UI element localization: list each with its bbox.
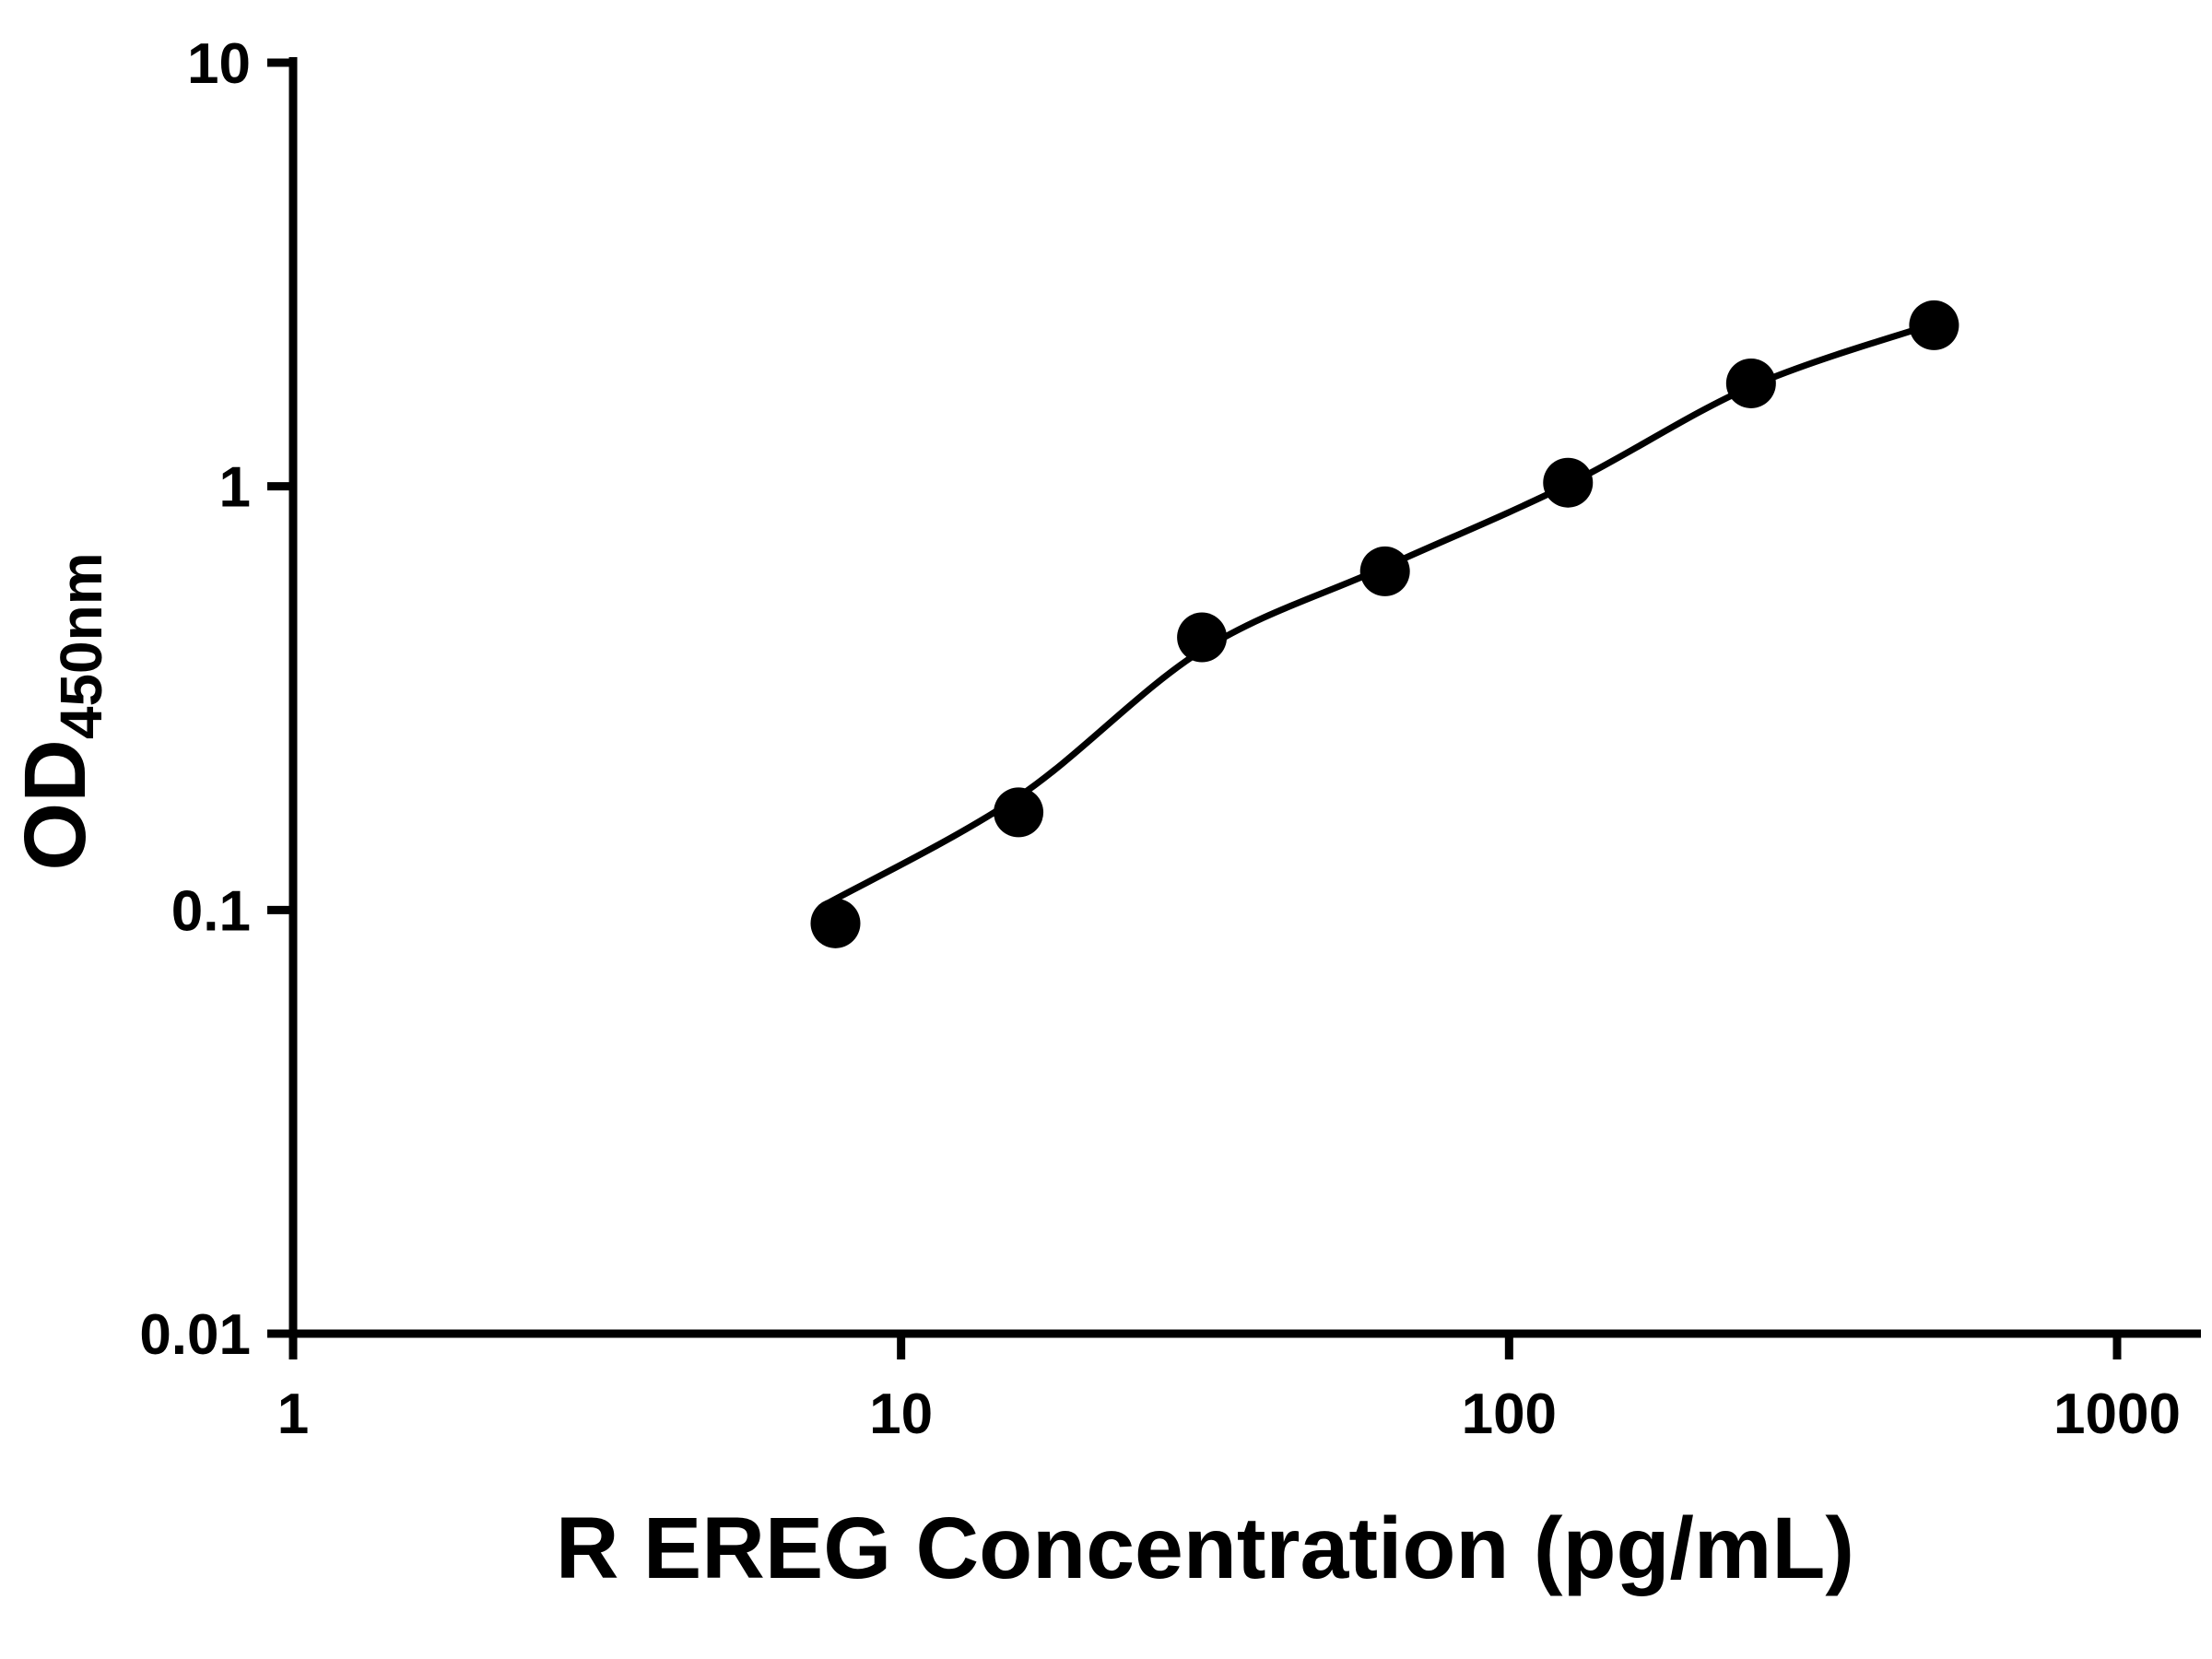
y-tick-label: 10: [187, 32, 251, 96]
x-tick-label: 1000: [2053, 1382, 2181, 1446]
x-tick-label: 1: [277, 1382, 309, 1446]
data-point: [1359, 546, 1410, 596]
data-point: [1725, 358, 1776, 408]
y-tick-label: 0.01: [139, 1303, 251, 1367]
y-axis-title: OD450nm: [6, 552, 114, 870]
data-point: [994, 787, 1044, 838]
data-point: [1909, 300, 1959, 350]
y-tick-label: 0.1: [171, 879, 251, 943]
x-tick-label: 100: [1462, 1382, 1557, 1446]
x-tick-label: 10: [869, 1382, 933, 1446]
data-point: [1543, 457, 1594, 508]
x-axis-title: R EREG Concentration (pg/mL): [556, 1500, 1854, 1597]
data-point: [810, 898, 861, 948]
data-point: [1177, 612, 1228, 663]
y-tick-label: 1: [219, 456, 251, 520]
